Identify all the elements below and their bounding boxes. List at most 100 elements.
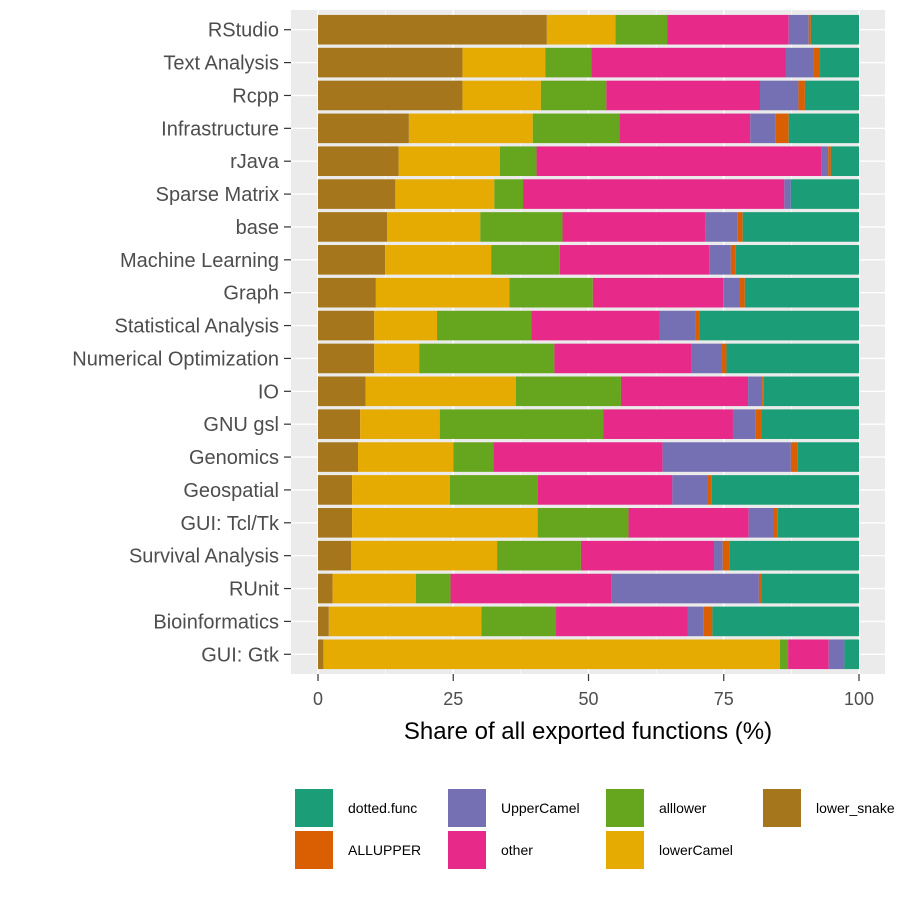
bar-segment: [580, 540, 715, 571]
bar-segment: [777, 508, 859, 538]
y-tick-label: Text Analysis: [163, 53, 279, 75]
y-tick-label: GUI: Gtk: [201, 644, 280, 666]
bar-segment: [659, 310, 696, 341]
x-tick-label: 25: [443, 689, 463, 709]
bar-segment: [662, 442, 791, 472]
bar-segment: [323, 639, 781, 670]
bar-segment: [695, 310, 700, 341]
bar-segment: [628, 508, 749, 538]
bar-segment: [537, 508, 629, 538]
legend-swatch: [606, 831, 644, 869]
bar-segment: [615, 14, 668, 45]
bar-segment: [721, 343, 727, 374]
bar-segment: [748, 508, 774, 538]
bar-segment: [462, 47, 546, 78]
bars: [318, 14, 859, 670]
bar-segment: [761, 409, 859, 439]
legend-swatch: [763, 789, 801, 827]
bar-segment: [318, 409, 361, 439]
x-tick-label: 0: [313, 689, 323, 709]
bar-segment: [798, 80, 805, 111]
bar-segment: [419, 343, 555, 374]
legend-label: lower_snake: [816, 800, 895, 816]
x-tick-label: 75: [714, 689, 734, 709]
bar-segment: [374, 310, 438, 341]
y-tick-label: Rcpp: [232, 85, 279, 107]
bar-segment: [318, 606, 329, 637]
bar-segment: [742, 212, 859, 242]
bar-segment: [729, 540, 859, 571]
bar-segment: [828, 146, 831, 176]
x-tick-label: 100: [844, 689, 874, 709]
bar-segment: [318, 639, 324, 670]
y-tick-label: GUI: Tcl/Tk: [180, 513, 280, 535]
bar-segment: [395, 179, 495, 209]
bar-segment: [672, 475, 708, 505]
bar-segment: [328, 606, 482, 637]
bar-segment: [773, 508, 778, 538]
y-axis: RStudio Text Analysis Rcpp Infrastructure rJ…: [72, 20, 291, 666]
bar-segment: [788, 639, 829, 670]
bar-segment: [810, 14, 859, 45]
bar-segment: [318, 146, 399, 176]
bar-segment: [318, 179, 396, 209]
y-tick-label: base: [236, 217, 279, 239]
bar-segment: [797, 442, 859, 472]
bar-segment: [828, 639, 845, 670]
legend-label: other: [501, 842, 533, 858]
x-axis-title: Share of all exported functions (%): [404, 718, 772, 745]
bar-segment: [462, 80, 541, 111]
bar-segment: [619, 113, 751, 144]
legend-label: ALLUPPER: [348, 842, 421, 858]
bar-segment: [821, 146, 829, 176]
bar-segment: [318, 540, 352, 571]
legend-swatch: [295, 831, 333, 869]
y-tick-label: Graph: [223, 283, 279, 305]
bar-segment: [820, 47, 859, 78]
bar-segment: [387, 212, 481, 242]
bar-segment: [711, 475, 859, 505]
y-tick-label: Survival Analysis: [129, 546, 279, 568]
legend-label: alllower: [659, 800, 707, 816]
y-tick-label: RStudio: [208, 20, 279, 42]
bar-segment: [562, 212, 706, 242]
bar-segment: [499, 146, 537, 176]
y-tick-label: IO: [258, 381, 279, 403]
bar-segment: [318, 343, 375, 374]
bar-segment: [536, 146, 822, 176]
y-tick-label: rJava: [230, 151, 280, 173]
bar-segment: [606, 80, 760, 111]
y-tick-label: Bioinformatics: [153, 611, 279, 633]
bar-segment: [559, 245, 710, 275]
bar-segment: [491, 245, 560, 275]
bar-segment: [318, 245, 386, 275]
bar-segment: [493, 442, 663, 472]
bar-segment: [759, 80, 799, 111]
bar-segment: [374, 343, 420, 374]
bar-segment: [385, 245, 492, 275]
bar-segment: [790, 442, 798, 472]
bar-segment: [481, 606, 557, 637]
bar-segment: [497, 540, 581, 571]
bar-segment: [318, 80, 463, 111]
bar-segment: [360, 409, 440, 439]
bar-segment: [318, 14, 547, 45]
bar-segment: [318, 475, 353, 505]
bar-segment: [667, 14, 789, 45]
bar-segment: [494, 179, 524, 209]
bar-segment: [785, 47, 814, 78]
bar-segment: [762, 376, 764, 407]
bar-segment: [611, 573, 759, 604]
bar-segment: [318, 376, 366, 407]
bar-segment: [531, 310, 660, 341]
bar-segment: [750, 113, 776, 144]
bar-segment: [788, 14, 809, 45]
x-axis: 0 25 50 75 100: [313, 674, 874, 709]
bar-segment: [375, 277, 510, 308]
bar-segment: [691, 343, 722, 374]
legend-swatch: [606, 789, 644, 827]
bar-segment: [591, 47, 786, 78]
bar-segment: [453, 442, 494, 472]
bar-segment: [775, 113, 789, 144]
